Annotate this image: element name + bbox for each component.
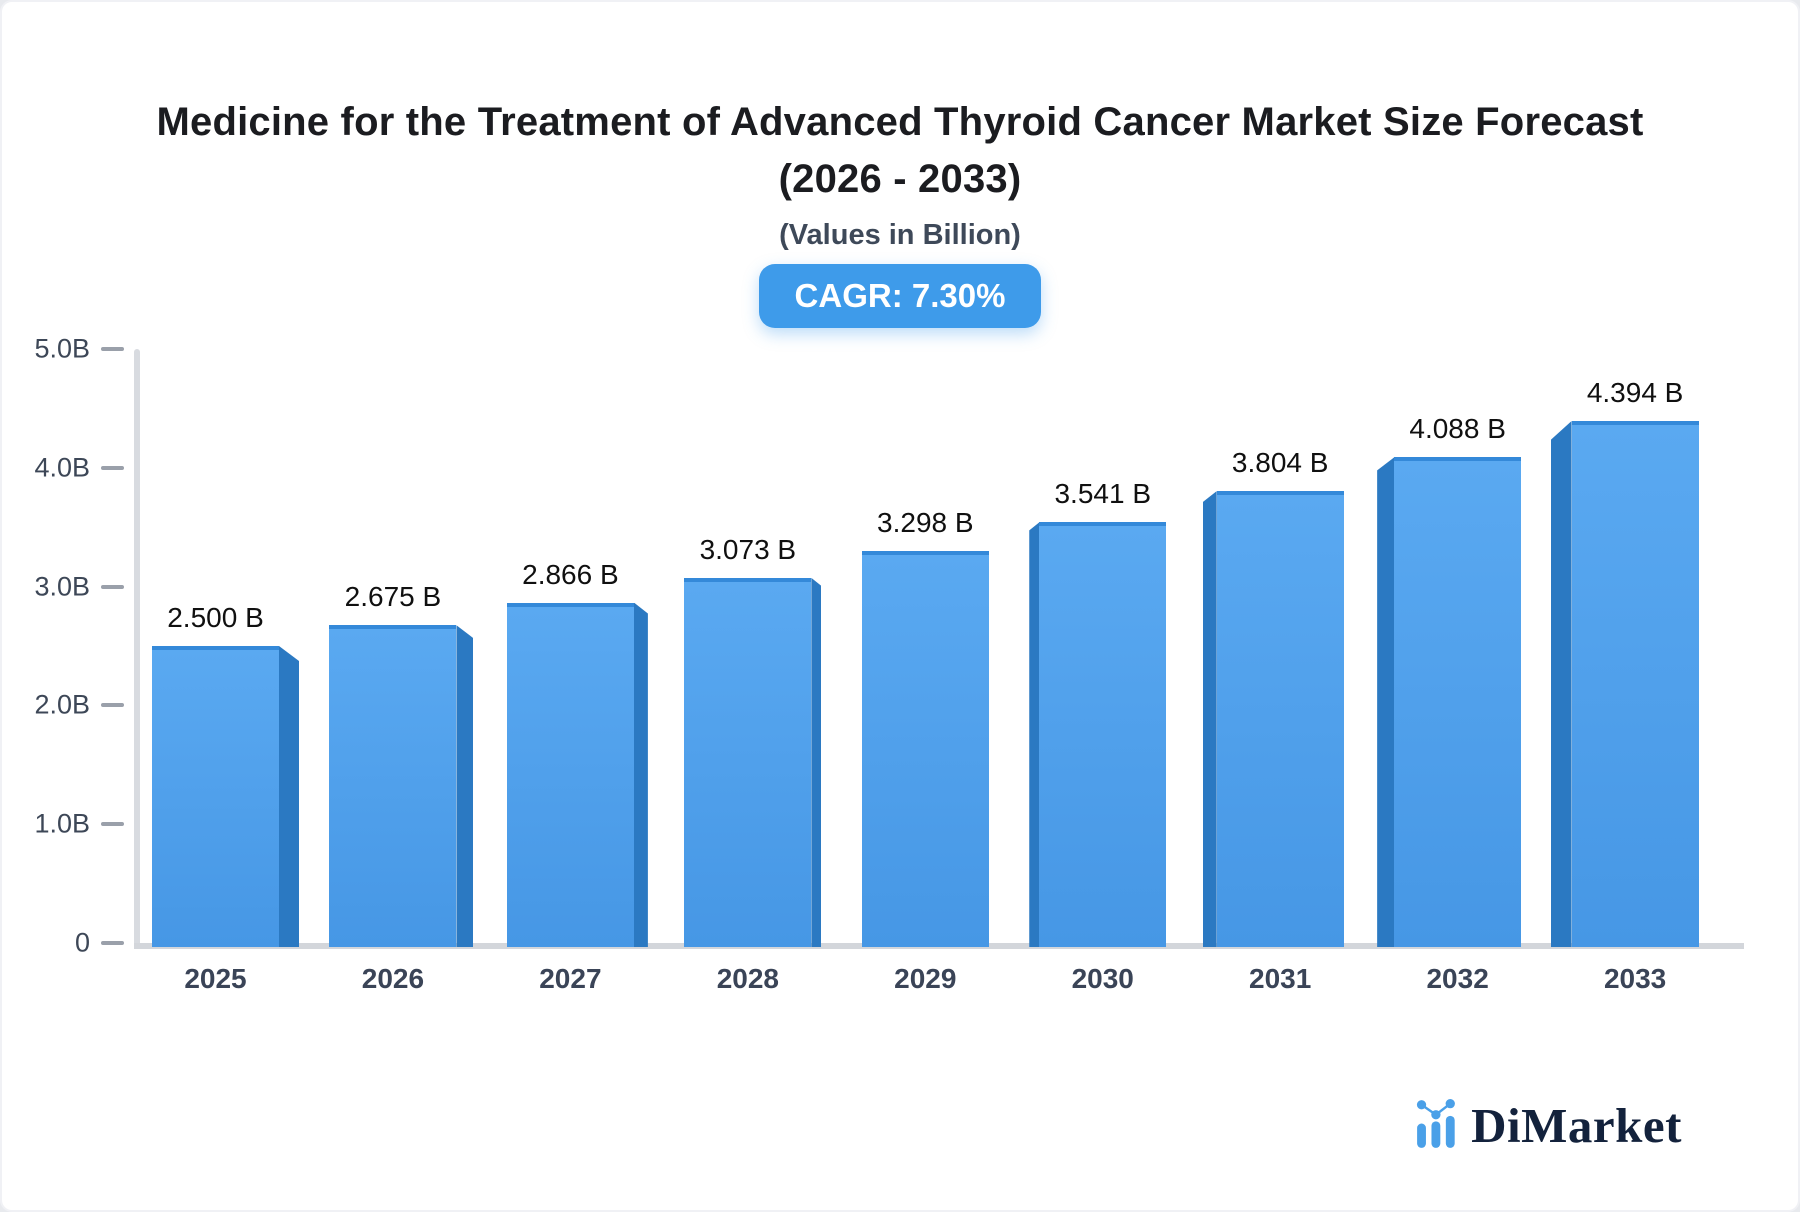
bar-value-label: 4.394 B	[1586, 376, 1684, 408]
bar-value-label: 3.298 B	[877, 507, 974, 539]
y-axis-tick-dash	[101, 584, 124, 589]
y-axis-line	[134, 349, 140, 949]
bar-side-panel	[811, 577, 822, 947]
chart-header: Medicine for the Treatment of Advanced T…	[2, 2, 1798, 328]
bar-side-panel	[1029, 522, 1040, 947]
bar	[861, 551, 989, 947]
bar-value-label: 2.866 B	[522, 558, 619, 590]
bar	[152, 646, 279, 947]
bar-side-panel	[1202, 491, 1217, 947]
cagr-badge: CAGR: 7.30%	[758, 264, 1042, 328]
x-axis-label: 2025	[184, 963, 247, 994]
x-axis-label: 2027	[539, 963, 602, 994]
y-axis-tick-label: 5.0B	[34, 333, 90, 364]
chart-units-subtitle: (Values in Billion)	[779, 219, 1021, 251]
dimarket-logo: DiMarket	[1416, 1097, 1682, 1154]
bar-side-panel	[456, 625, 474, 947]
x-axis-label: 2029	[894, 963, 957, 994]
y-axis-tick-label: 2.0B	[34, 689, 90, 720]
y-axis-tick-dash	[101, 822, 124, 827]
x-axis-label: 2030	[1071, 963, 1134, 994]
chart-title-line1: Medicine for the Treatment of Advanced T…	[156, 100, 1644, 144]
bar-value-label: 4.088 B	[1409, 413, 1506, 445]
bar	[1216, 491, 1344, 947]
bar-value-label: 3.073 B	[699, 533, 797, 565]
x-axis-label: 2032	[1426, 963, 1489, 994]
y-axis-tick-label: 4.0B	[34, 452, 90, 483]
y-axis-tick-label: 1.0B	[34, 808, 90, 839]
bar	[329, 625, 457, 947]
bar	[1571, 420, 1699, 947]
bar-side-panel	[279, 646, 299, 947]
bar	[506, 602, 634, 947]
y-axis-tick-dash	[101, 347, 124, 351]
bar	[684, 577, 812, 947]
bar-side-panel	[1377, 457, 1395, 947]
bar-side-panel	[1550, 420, 1572, 947]
bar-value-label: 2.500 B	[167, 602, 264, 633]
chart-title-line2: (2026 - 2033)	[778, 157, 1022, 201]
bar	[1039, 522, 1167, 947]
bar-value-label: 2.675 B	[344, 581, 442, 613]
y-axis-tick-dash	[101, 465, 124, 470]
y-axis-tick-dash	[101, 703, 124, 708]
bar-side-panel	[633, 602, 648, 947]
bar-value-label: 3.804 B	[1231, 447, 1329, 479]
bar-chart-logo-icon	[1416, 1098, 1458, 1153]
x-axis-label: 2028	[716, 963, 779, 994]
bar-value-label: 3.541 B	[1054, 478, 1152, 510]
bar	[1394, 457, 1522, 947]
x-axis-label: 2033	[1603, 963, 1667, 994]
x-axis-label: 2026	[361, 963, 425, 994]
x-axis-label: 2031	[1249, 963, 1312, 994]
logo-text: DiMarket	[1471, 1098, 1682, 1153]
y-axis-tick-dash	[101, 941, 124, 945]
y-axis-tick-label: 0	[74, 927, 90, 958]
y-axis-tick-label: 3.0B	[34, 571, 90, 602]
